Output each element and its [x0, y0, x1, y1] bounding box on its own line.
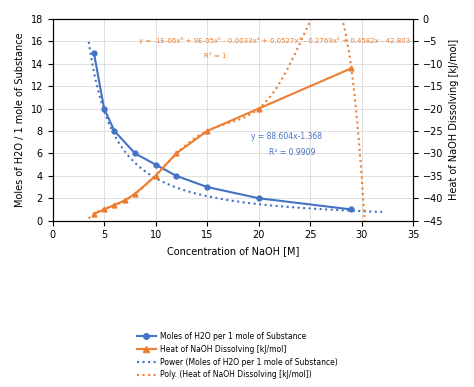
Legend: Moles of H2O per 1 mole of Substance, Heat of NaOH Dissolving [kJ/mol], Power (M: Moles of H2O per 1 mole of Substance, He…: [133, 328, 341, 383]
Text: R² = 1: R² = 1: [204, 53, 227, 59]
Y-axis label: Moles of H2O / 1 mole of Substance: Moles of H2O / 1 mole of Substance: [15, 33, 25, 207]
X-axis label: Concentration of NaOH [M]: Concentration of NaOH [M]: [167, 246, 299, 256]
Text: y = -1E-06x⁶ + 9E-05x⁵ - 0.0033x⁴ + 0.0527x³ - 0.2769x² + 0.4582x - 42.803: y = -1E-06x⁶ + 9E-05x⁵ - 0.0033x⁴ + 0.05…: [139, 37, 410, 44]
Y-axis label: Heat of NaOH Dissolving [kJ/mol]: Heat of NaOH Dissolving [kJ/mol]: [449, 39, 459, 200]
Text: y = 88.604x-1.368: y = 88.604x-1.368: [251, 132, 322, 141]
Text: R² = 0.9909: R² = 0.9909: [269, 148, 315, 157]
